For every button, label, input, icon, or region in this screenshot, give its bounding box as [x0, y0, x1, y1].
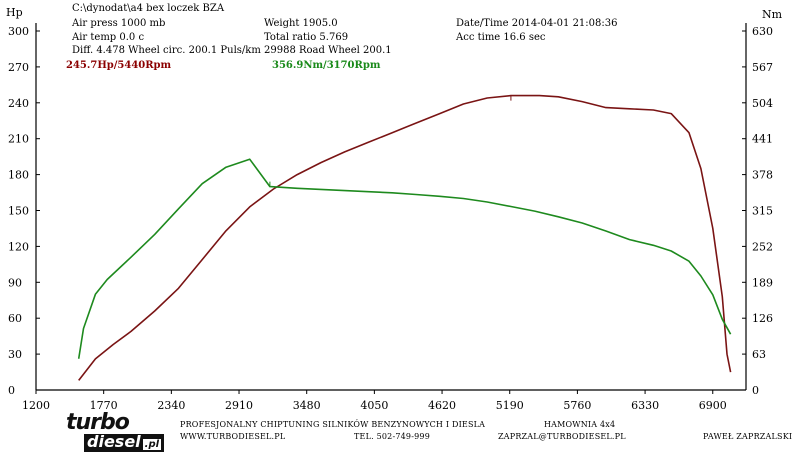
- torque-curve: [77, 158, 732, 359]
- turbodiesel-logo: turbo diesel .pl: [66, 410, 165, 452]
- y-tick-label-left: 210: [8, 133, 29, 146]
- air-temp: Air temp 0.0 c: [72, 32, 145, 43]
- y-tick-label-left: 90: [8, 276, 22, 289]
- y-tick-label-left: 240: [8, 97, 29, 110]
- y-tick-label-left: 150: [8, 205, 29, 218]
- logo-top-text: turbo: [66, 410, 130, 435]
- y-axis-left-label: Hp: [6, 6, 23, 19]
- x-tick-label: 1200: [22, 399, 50, 412]
- y-tick-label-right: 315: [752, 205, 773, 218]
- y-tick-label-right: 630: [752, 25, 773, 38]
- x-tick-label: 6900: [699, 399, 727, 412]
- footer-owner: PAWEŁ ZAPRZALSKI: [703, 432, 793, 441]
- footer-email: ZAPRZAL@TURBODIESEL.PL: [498, 432, 626, 441]
- y-tick-label-right: 126: [752, 312, 773, 325]
- y-tick-label-left: 120: [8, 240, 29, 253]
- logo-bottom-text: diesel: [87, 432, 141, 451]
- y-tick-label-right: 567: [752, 61, 773, 74]
- total-ratio: Total ratio 5.769: [264, 32, 349, 43]
- x-tick-label: 4050: [360, 399, 388, 412]
- datetime: Date/Time 2014-04-01 21:08:36: [456, 18, 618, 29]
- y-tick-label-left: 270: [8, 61, 29, 74]
- x-tick-label: 2910: [225, 399, 253, 412]
- y-tick-label-right: 189: [752, 276, 773, 289]
- diff-line: Diff. 4.478 Wheel circ. 200.1 Puls/km 29…: [72, 45, 392, 56]
- x-tick-label: 1770: [90, 399, 118, 412]
- chart-axes: Hp Nm: [6, 6, 783, 391]
- x-tick-label: 5190: [496, 399, 524, 412]
- peak-torque-label: 356.9Nm/3170Rpm: [272, 60, 381, 71]
- x-tick-label: 6330: [631, 399, 659, 412]
- y-tick-label-left: 180: [8, 169, 29, 182]
- file-path: C:\dynodat\a4 bex loczek BZA: [72, 3, 225, 14]
- y-tick-label-right: 63: [752, 348, 766, 361]
- footer-website: WWW.TURBODIESEL.PL: [180, 432, 286, 441]
- air-press: Air press 1000 mb: [72, 18, 166, 29]
- y-tick-label-left: 0: [8, 384, 15, 397]
- y-tick-label-right: 252: [752, 240, 773, 253]
- logo-tld: .pl: [142, 439, 162, 450]
- y-axis-right-label: Nm: [762, 8, 783, 21]
- y-tick-label-left: 30: [8, 348, 22, 361]
- y-tick-label-left: 300: [8, 25, 29, 38]
- y-tick-label-right: 0: [752, 384, 759, 397]
- weight: Weight 1905.0: [264, 18, 338, 29]
- y-tick-label-left: 60: [8, 312, 22, 325]
- x-tick-label: 4620: [428, 399, 456, 412]
- footer-tagline: PROFESJONALNY CHIPTUNING SILNIKÓW BENZYN…: [180, 420, 486, 429]
- y-tick-label-right: 441: [752, 133, 773, 146]
- chart-ticks: 0 30 60 90 120 150 180 210 240 270 300 0 63 126 189 252…: [8, 25, 773, 412]
- y-tick-label-right: 378: [752, 169, 773, 182]
- logo-bottom: diesel .pl: [84, 432, 165, 452]
- acc-time: Acc time 16.6 sec: [456, 32, 546, 43]
- footer-hamownia: HAMOWNIA 4x4: [544, 420, 616, 429]
- footer-phone: TEL. 502-749-999: [354, 432, 430, 441]
- power-curve: [78, 94, 732, 381]
- x-tick-label: 3480: [293, 399, 321, 412]
- peak-power-label: 245.7Hp/5440Rpm: [66, 60, 172, 71]
- x-tick-label: 5760: [563, 399, 591, 412]
- x-tick-label: 2340: [157, 399, 185, 412]
- chart-series: [77, 94, 732, 381]
- y-tick-label-right: 504: [752, 97, 773, 110]
